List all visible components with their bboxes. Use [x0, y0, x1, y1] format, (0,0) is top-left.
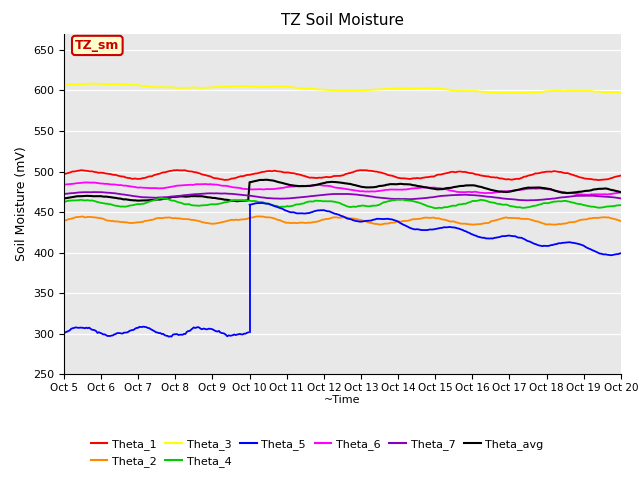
Legend: Theta_1, Theta_2, Theta_3, Theta_4, Theta_5, Theta_6, Theta_7, Theta_avg: Theta_1, Theta_2, Theta_3, Theta_4, Thet… — [86, 435, 548, 471]
Title: TZ Soil Moisture: TZ Soil Moisture — [281, 13, 404, 28]
Text: TZ_sm: TZ_sm — [75, 39, 120, 52]
Y-axis label: Soil Moisture (mV): Soil Moisture (mV) — [15, 146, 28, 262]
X-axis label: ~Time: ~Time — [324, 395, 361, 405]
